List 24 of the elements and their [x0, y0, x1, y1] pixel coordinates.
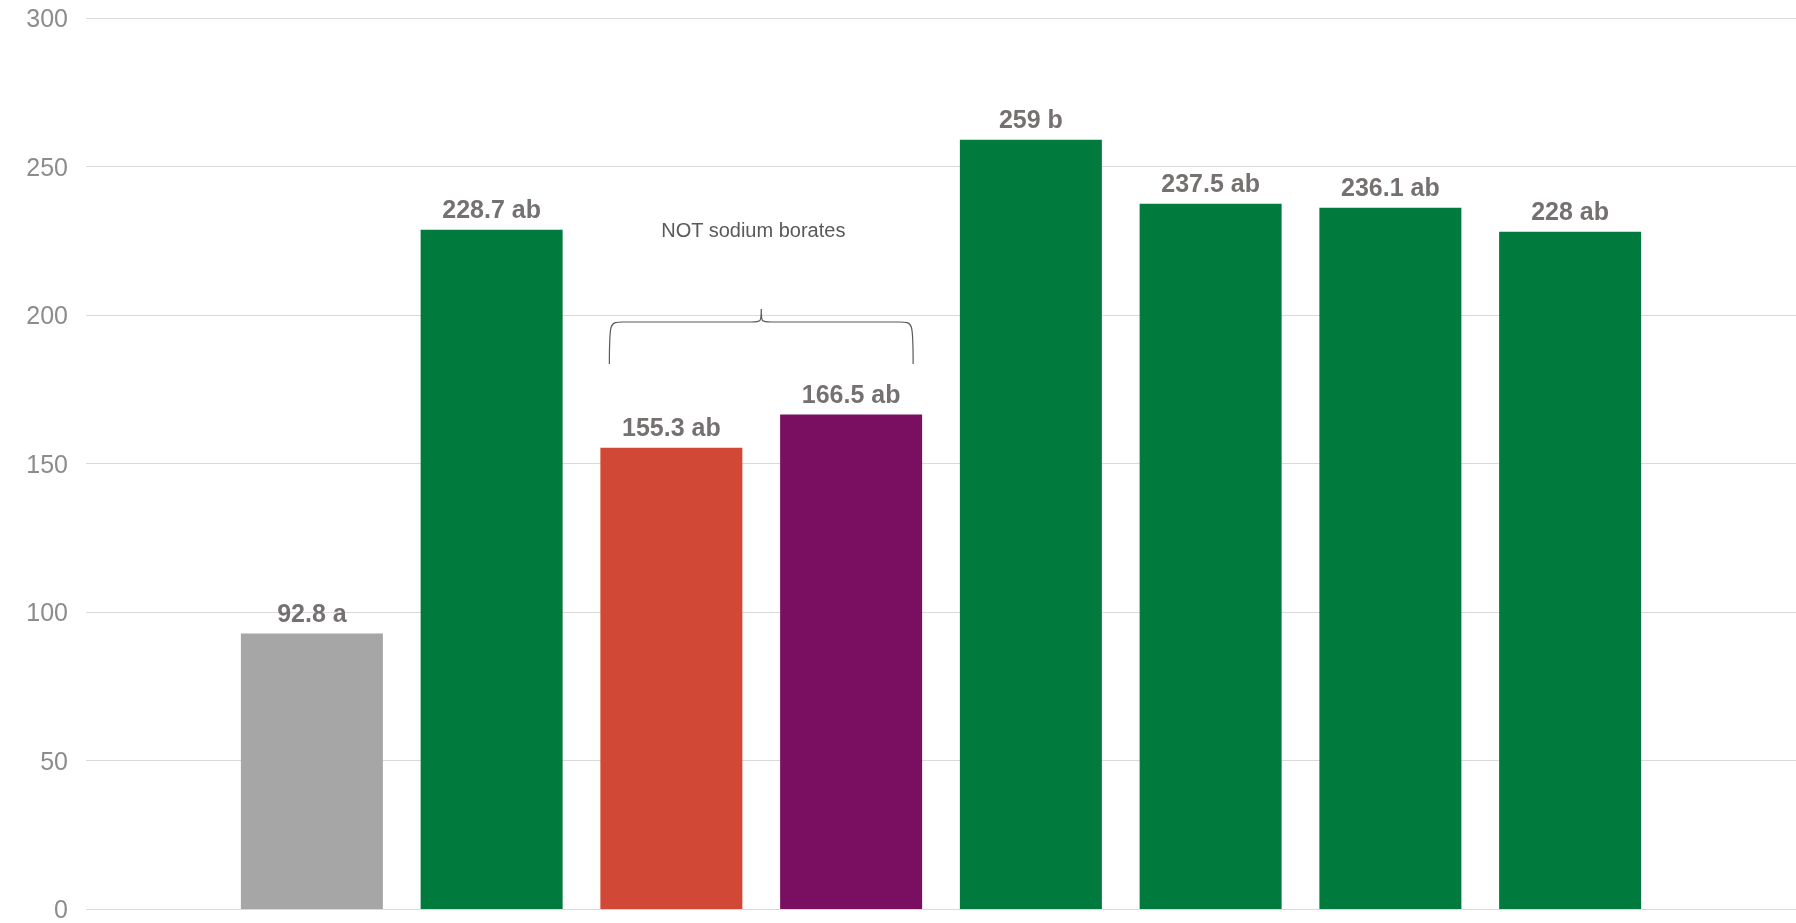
annotation: NOT sodium borates — [661, 219, 846, 241]
data-label: 166.5 ab — [801, 379, 901, 408]
bar — [1139, 203, 1282, 909]
bar — [1499, 231, 1642, 909]
bar — [600, 447, 743, 909]
bar — [780, 414, 923, 909]
y-tick-label: 200 — [26, 301, 68, 329]
bar — [959, 139, 1102, 909]
data-label: 92.8 a — [277, 598, 348, 627]
bar — [420, 229, 563, 909]
data-label: 228 ab — [1531, 197, 1610, 226]
y-tick-label: 300 — [26, 4, 68, 32]
y-tick-label: 100 — [26, 598, 68, 626]
data-label: 259 b — [998, 105, 1063, 134]
y-tick-label: 50 — [40, 746, 68, 775]
data-label: 155.3 ab — [622, 413, 721, 442]
y-tick-label: 0 — [54, 895, 68, 923]
data-label: 237.5 ab — [1161, 169, 1260, 198]
bar — [1319, 207, 1462, 909]
y-tick-label: 150 — [26, 449, 68, 478]
y-tick-label: 250 — [26, 152, 68, 181]
data-label: 236.1 ab — [1341, 173, 1440, 202]
bar — [240, 633, 383, 909]
data-label: 228.7 ab — [442, 195, 541, 224]
